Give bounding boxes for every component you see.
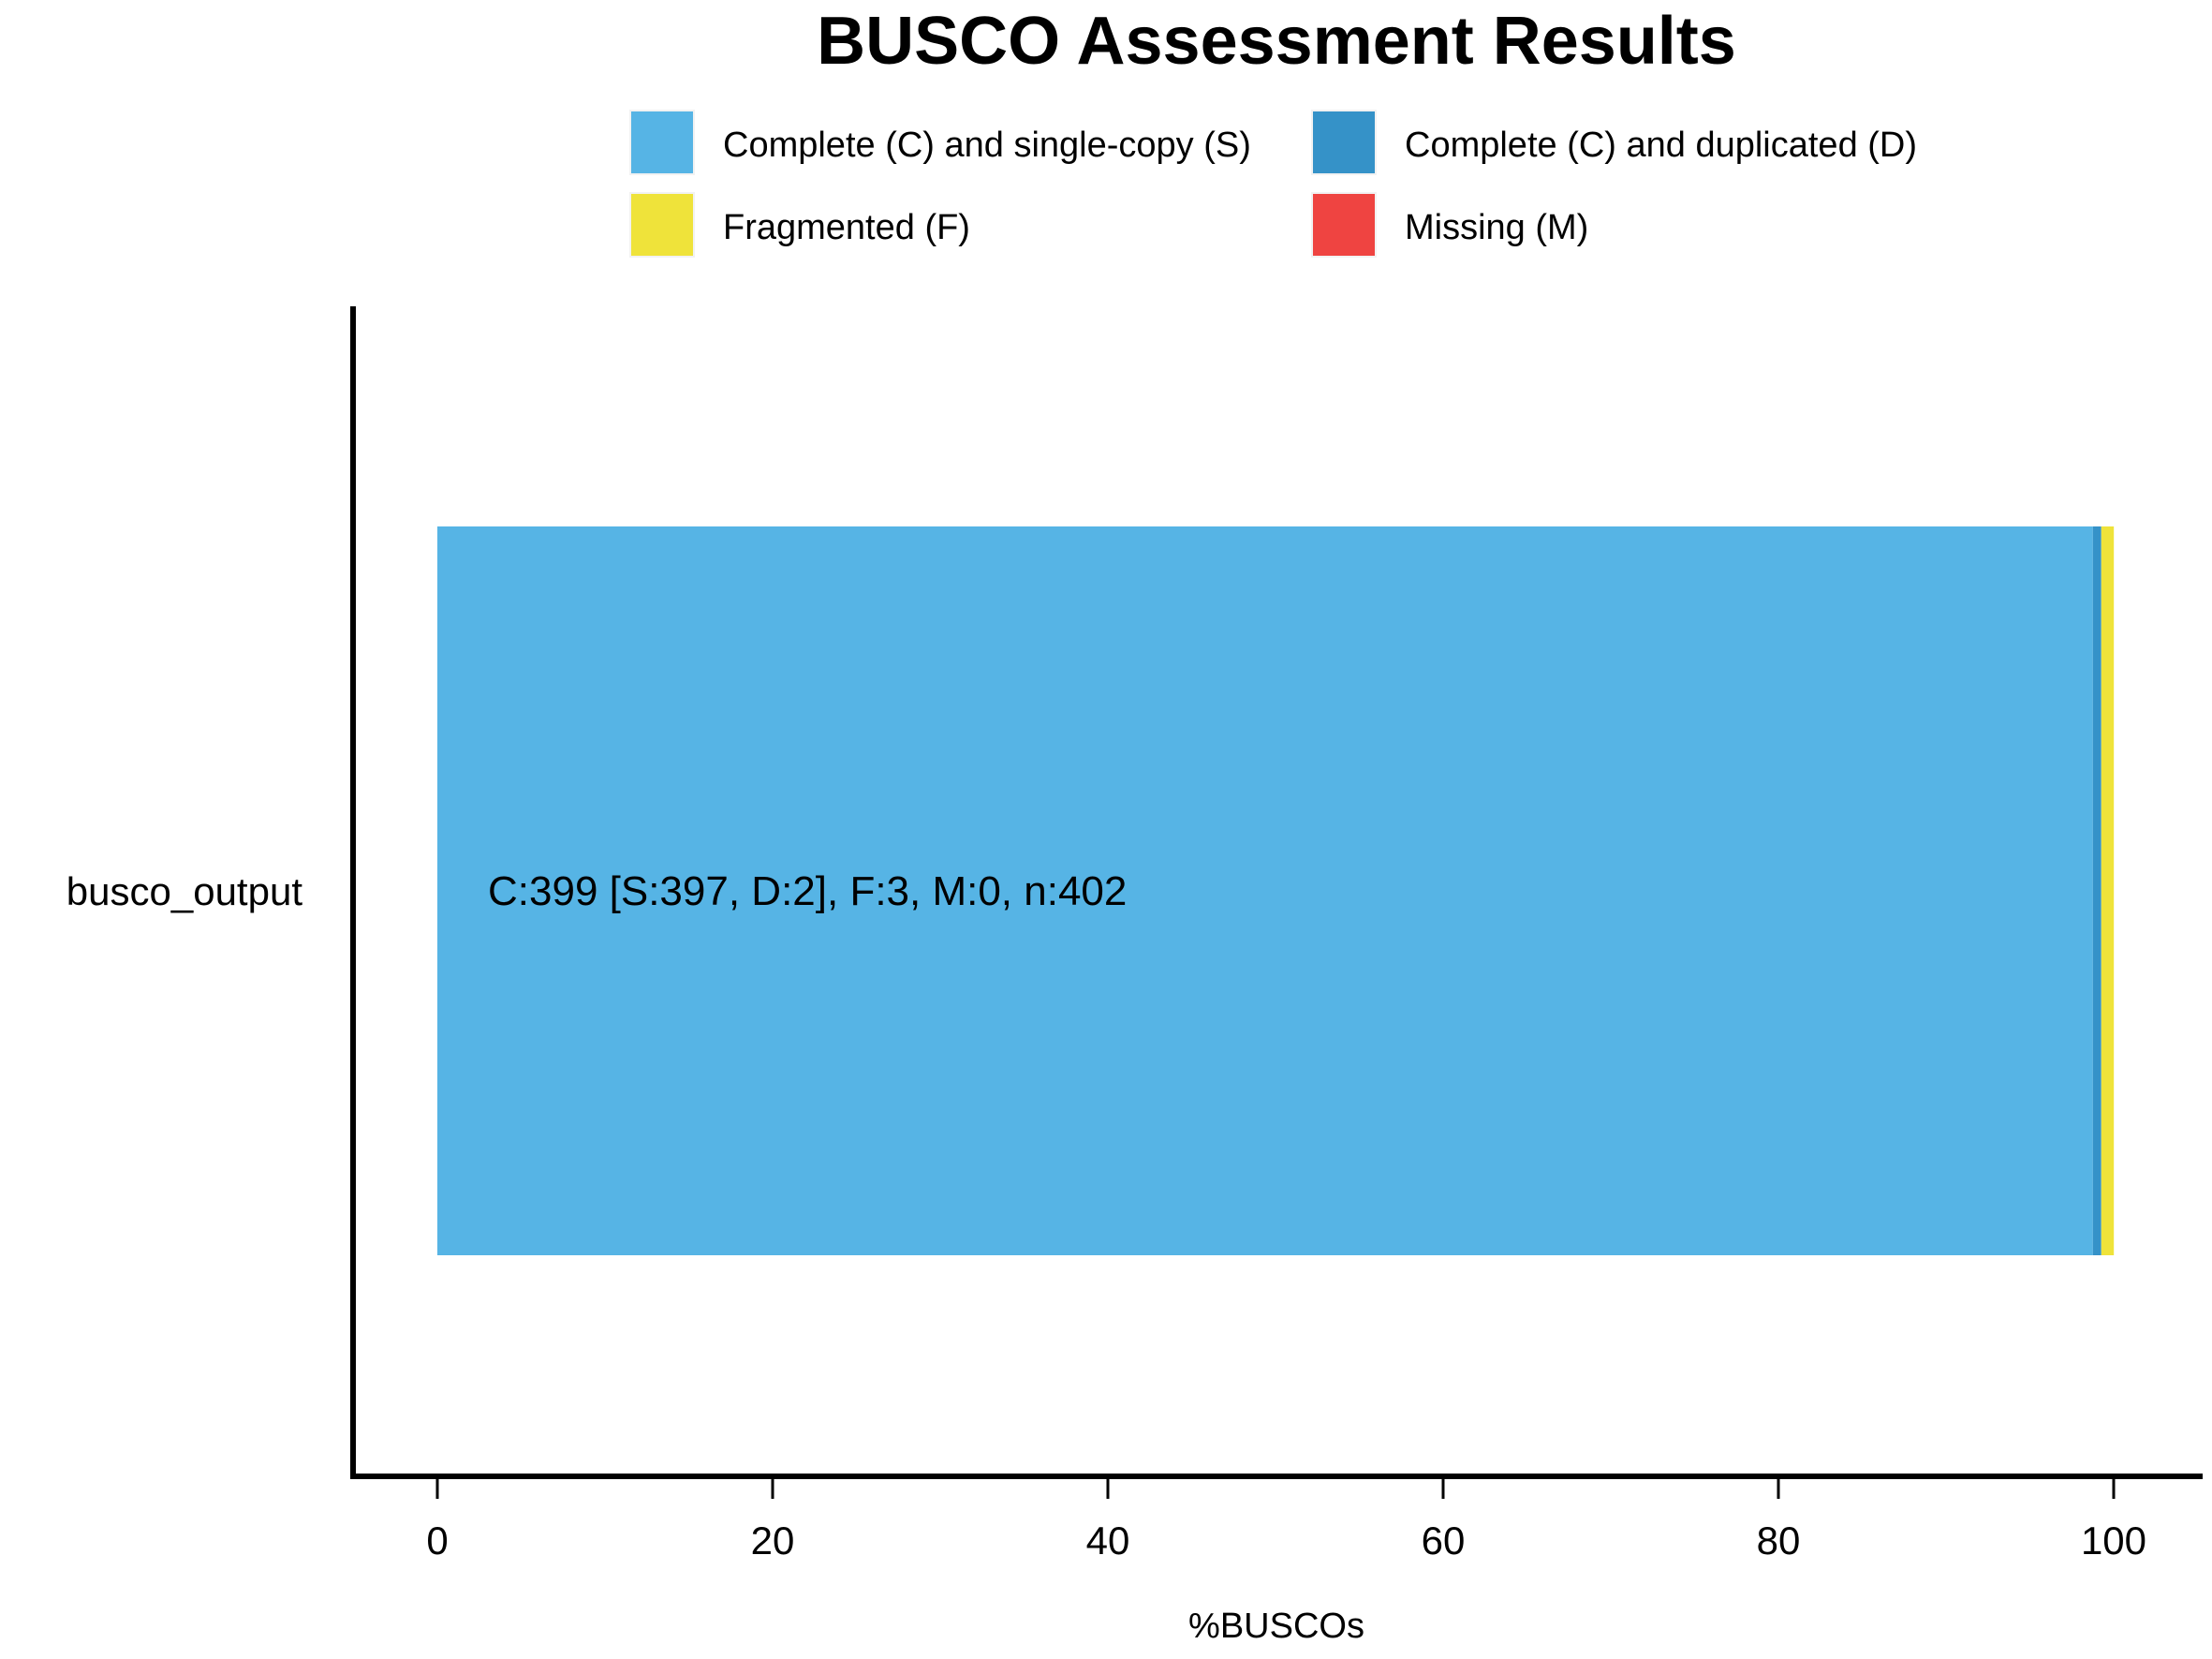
chart-title: BUSCO Assessment Results bbox=[817, 4, 1736, 79]
bar-summary-label: C:399 [S:397, D:2], F:3, M:0, n:402 bbox=[488, 868, 1127, 914]
legend-label-fragmented-f: Fragmented (F) bbox=[723, 208, 970, 247]
bar-segment-complete-c-and-duplicated-d bbox=[2092, 526, 2101, 1255]
x-tick-label: 20 bbox=[751, 1518, 795, 1563]
category-label: busco_output bbox=[66, 869, 303, 913]
bars: busco_output C:399 [S:397, D:2], F:3, M:0… bbox=[66, 526, 2115, 1255]
legend-swatch-complete-c-and-single-copy-s bbox=[629, 110, 695, 175]
bar-segment-fragmented-f bbox=[2101, 526, 2115, 1255]
x-ticks: 0 20 40 60 80 100 bbox=[426, 1476, 2146, 1563]
x-tick-label: 80 bbox=[1757, 1518, 1801, 1563]
x-axis-title: %BUSCOs bbox=[1188, 1607, 1364, 1646]
legend-label-missing-m: Missing (M) bbox=[1405, 208, 1588, 247]
legend: Complete (C) and single-copy (S) Complete… bbox=[629, 110, 1917, 258]
x-tick-label: 60 bbox=[1422, 1518, 1466, 1563]
x-tick-label: 0 bbox=[426, 1518, 448, 1563]
x-tick-label: 100 bbox=[2081, 1518, 2146, 1563]
legend-swatch-fragmented-f bbox=[629, 192, 695, 258]
legend-label-complete-c-and-single-copy-s: Complete (C) and single-copy (S) bbox=[723, 126, 1251, 165]
axes bbox=[350, 306, 2203, 1479]
legend-swatch-complete-c-and-duplicated-d bbox=[1311, 110, 1377, 175]
x-tick-label: 40 bbox=[1086, 1518, 1130, 1563]
legend-swatch-missing-m bbox=[1311, 192, 1377, 258]
bar-segment-complete-c-and-single-copy-s bbox=[437, 526, 2093, 1255]
legend-label-complete-c-and-duplicated-d: Complete (C) and duplicated (D) bbox=[1405, 126, 1917, 165]
